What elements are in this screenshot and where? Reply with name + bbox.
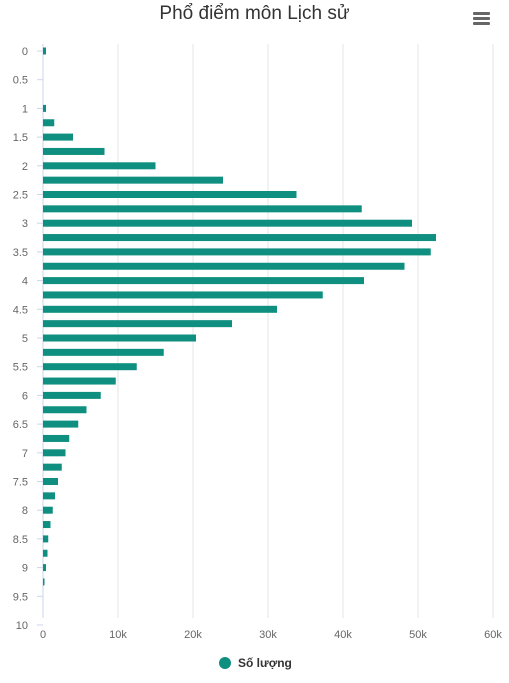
- bar[interactable]: [43, 219, 412, 227]
- bar[interactable]: [43, 535, 49, 543]
- bar[interactable]: [43, 320, 232, 328]
- bar[interactable]: [43, 564, 46, 572]
- hamburger-menu-icon-bar: [473, 22, 490, 25]
- y-tick-label: 7.5: [13, 477, 28, 489]
- y-tick-label: 0: [22, 46, 28, 58]
- bar[interactable]: [43, 262, 405, 270]
- y-tick-label: 0.5: [13, 75, 28, 87]
- bar[interactable]: [43, 348, 164, 356]
- bar[interactable]: [43, 305, 277, 313]
- grid-lines: [42, 44, 494, 618]
- bar[interactable]: [43, 363, 137, 371]
- y-tick-label: 6: [22, 390, 28, 402]
- bar[interactable]: [43, 377, 116, 385]
- y-tick-label: 8: [22, 505, 28, 517]
- bar[interactable]: [43, 463, 62, 471]
- y-tick-label: 9: [22, 563, 28, 575]
- legend[interactable]: Số lượng: [219, 656, 292, 670]
- y-tick-label: 10: [16, 620, 28, 632]
- y-tick-label: 4: [22, 276, 28, 288]
- bar[interactable]: [43, 147, 105, 155]
- x-tick-label: 60k: [484, 629, 502, 641]
- bar[interactable]: [43, 104, 46, 112]
- bar[interactable]: [43, 434, 70, 442]
- y-tick-label: 3.5: [13, 247, 28, 259]
- x-tick-label: 20k: [184, 629, 202, 641]
- hamburger-menu-icon-bar: [473, 17, 490, 20]
- y-tick-label: 7: [22, 448, 28, 460]
- bar[interactable]: [43, 205, 362, 213]
- y-tick-label: 2: [22, 161, 28, 173]
- bars: [43, 47, 436, 586]
- bar[interactable]: [43, 506, 53, 514]
- y-axis-ticks: 0 0.5 1 1.5 2 2.5 3 3.5 4 4.5 5 5.5 6 6.5 7 7.5 8 8.5 9 9.5…: [13, 46, 43, 632]
- bar[interactable]: [43, 248, 431, 256]
- y-tick-label: 1: [22, 103, 28, 115]
- x-tick-label: 0: [40, 629, 46, 641]
- y-tick-label: 5.5: [13, 362, 28, 374]
- bar[interactable]: [43, 119, 55, 127]
- bar[interactable]: [43, 549, 48, 557]
- hamburger-menu-icon: [473, 12, 490, 15]
- chart-title: Phổ điểm môn Lịch sử: [159, 3, 350, 24]
- chart-menu-button[interactable]: [472, 10, 492, 26]
- legend-marker[interactable]: [219, 657, 231, 669]
- x-axis-ticks: 0 10k 20k 30k 40k 50k 60k: [40, 629, 502, 641]
- bar[interactable]: [43, 492, 55, 500]
- legend-label[interactable]: Số lượng: [238, 656, 292, 670]
- bar[interactable]: [43, 133, 73, 141]
- y-tick-label: 1.5: [13, 132, 28, 144]
- y-tick-label: 3: [22, 218, 28, 230]
- bar[interactable]: [43, 449, 66, 457]
- bar[interactable]: [43, 176, 223, 184]
- bar[interactable]: [43, 578, 45, 586]
- y-tick-label: 6.5: [13, 419, 28, 431]
- bar[interactable]: [43, 334, 196, 342]
- bar[interactable]: [43, 521, 51, 529]
- y-tick-label: 8.5: [13, 534, 28, 546]
- bar[interactable]: [43, 191, 297, 198]
- x-tick-label: 10k: [109, 629, 127, 641]
- y-tick-label: 2.5: [13, 190, 28, 202]
- x-tick-label: 40k: [334, 629, 352, 641]
- bar[interactable]: [43, 47, 46, 55]
- bar[interactable]: [43, 162, 156, 170]
- y-tick-label: 5: [22, 333, 28, 345]
- bar[interactable]: [43, 478, 58, 485]
- bar[interactable]: [43, 277, 364, 285]
- y-tick-label: 4.5: [13, 304, 28, 316]
- x-tick-label: 50k: [409, 629, 427, 641]
- bar[interactable]: [43, 420, 79, 428]
- x-tick-label: 30k: [259, 629, 277, 641]
- bar[interactable]: [43, 406, 87, 414]
- bar[interactable]: [43, 234, 436, 242]
- bar[interactable]: [43, 291, 323, 299]
- bar[interactable]: [43, 391, 101, 399]
- y-tick-label: 9.5: [13, 591, 28, 603]
